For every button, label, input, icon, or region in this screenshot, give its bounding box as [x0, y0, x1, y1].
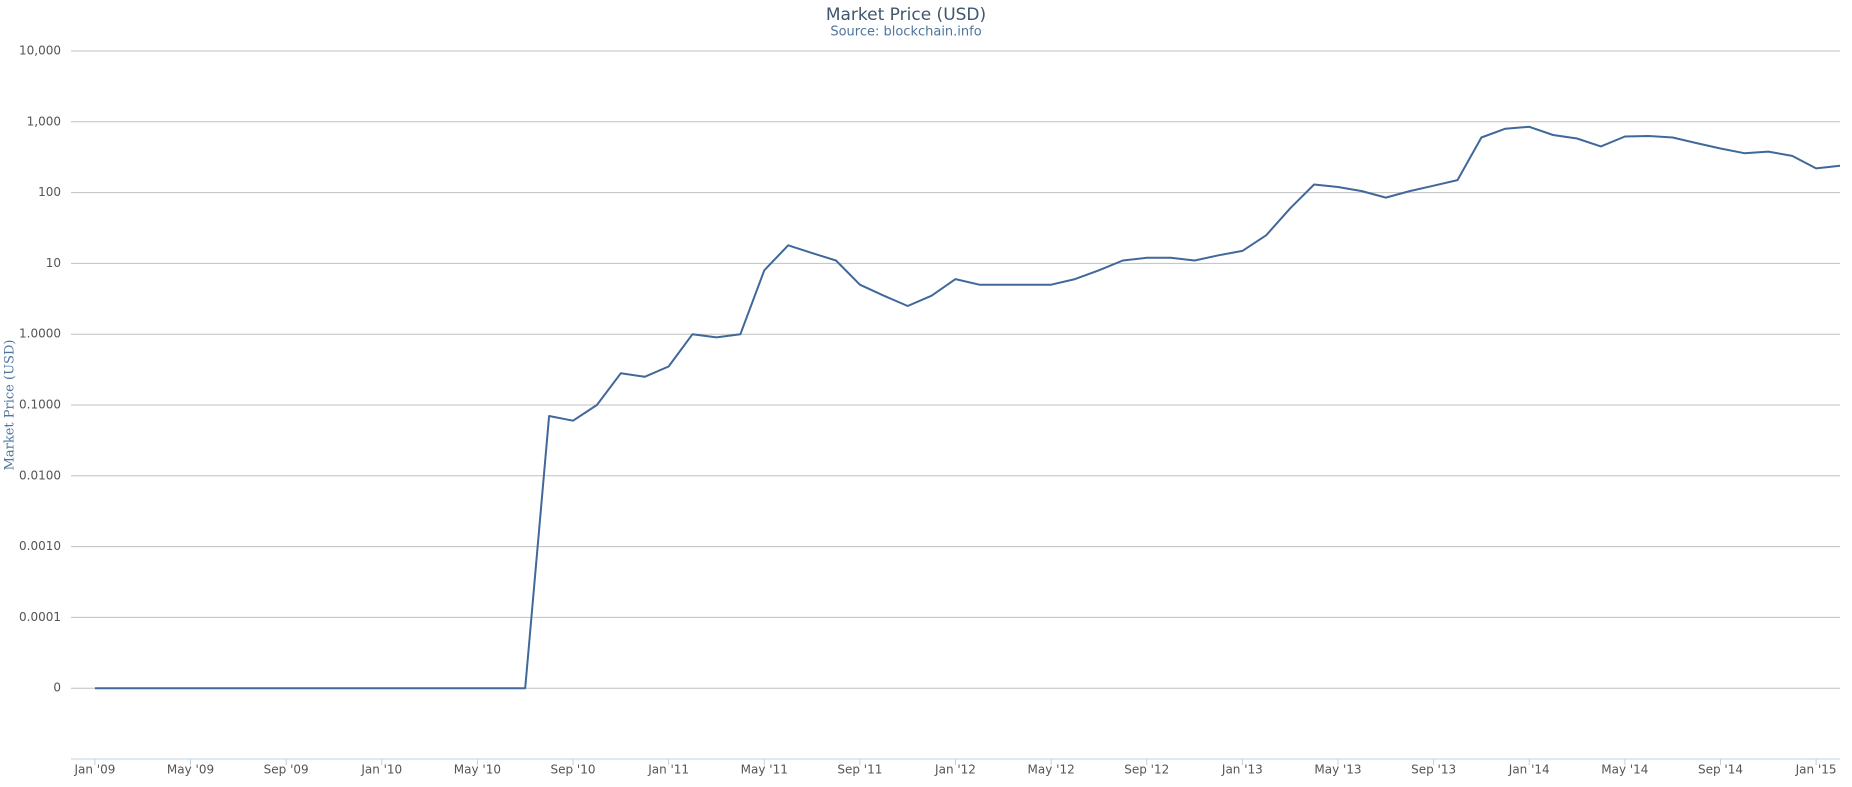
x-tick-label: May '13 — [1314, 763, 1361, 777]
chart-title: Market Price (USD) — [826, 5, 986, 25]
y-tick-label: 0.1000 — [19, 398, 61, 412]
y-tick-label: 0.0001 — [19, 610, 61, 624]
x-tick-label: Sep '10 — [551, 763, 596, 777]
x-tick-label: Jan '15 — [1795, 763, 1837, 777]
y-tick-label: 0.0100 — [19, 468, 61, 482]
x-tick-label: Jan '14 — [1508, 763, 1550, 777]
x-tick-label: Sep '12 — [1124, 763, 1169, 777]
price-line — [94, 125, 1841, 690]
x-tick-label: May '12 — [1028, 763, 1075, 777]
x-tick-label: Jan '09 — [73, 763, 115, 777]
y-tick-label: 100 — [38, 185, 61, 199]
y-axis-label: Market Price (USD) — [3, 340, 18, 471]
y-tick-label: 0 — [53, 681, 61, 695]
x-tick-label: Sep '13 — [1411, 763, 1456, 777]
x-tick-label: Jan '13 — [1221, 763, 1263, 777]
x-tick-label: Sep '14 — [1698, 763, 1743, 777]
x-tick-label: Jan '11 — [647, 763, 689, 777]
x-tick-label: Jan '12 — [934, 763, 976, 777]
x-tick-label: Jan '10 — [360, 763, 402, 777]
x-tick-label: May '14 — [1601, 763, 1648, 777]
x-tick-label: May '10 — [454, 763, 501, 777]
y-tick-label: 1,000 — [27, 114, 61, 128]
y-tick-label: 10 — [46, 256, 61, 270]
x-tick-label: May '11 — [741, 763, 788, 777]
y-tick-label: 0.0010 — [19, 539, 61, 553]
chart-subtitle: Source: blockchain.info — [830, 25, 981, 40]
y-tick-label: 1.0000 — [19, 327, 61, 341]
x-tick-label: May '09 — [167, 763, 214, 777]
x-tick-label: Sep '09 — [264, 763, 309, 777]
x-tick-label: Sep '11 — [837, 763, 882, 777]
y-tick-label: 10,000 — [19, 44, 61, 58]
